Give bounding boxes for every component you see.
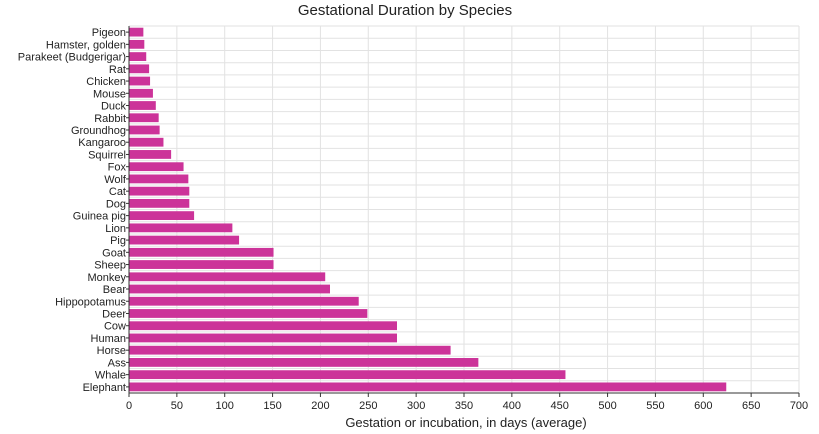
bar xyxy=(129,235,240,245)
x-axis-label: Gestation or incubation, in days (averag… xyxy=(345,415,586,430)
bars xyxy=(129,27,727,392)
x-tick-label: 500 xyxy=(598,400,616,412)
x-tick-label: 700 xyxy=(790,400,808,412)
y-tick-label: Hippopotamus xyxy=(55,296,126,308)
y-tick-label: Kangaroo xyxy=(78,137,126,149)
y-tick-label: Dog xyxy=(106,198,126,210)
y-tick-label: Pigeon xyxy=(92,27,126,39)
bar xyxy=(129,27,144,37)
grid xyxy=(128,25,800,394)
y-tick-label: Fox xyxy=(108,162,127,174)
y-tick-label: Cat xyxy=(109,186,126,198)
x-tick-label: 650 xyxy=(742,400,760,412)
bar xyxy=(129,76,151,86)
y-tick-label: Groundhog xyxy=(71,125,126,137)
bar xyxy=(129,39,145,49)
y-tick-label: Horse xyxy=(97,345,126,357)
bar xyxy=(129,64,150,74)
y-tick-label: Duck xyxy=(101,101,127,113)
bar xyxy=(129,309,368,318)
y-tick-label: Wolf xyxy=(104,174,127,186)
bar xyxy=(129,247,274,257)
bar xyxy=(129,101,156,110)
y-tick-label: Mouse xyxy=(93,88,126,100)
y-tick-label: Parakeet (Budgerigar) xyxy=(18,52,126,64)
bar xyxy=(129,272,326,282)
x-tick-label: 200 xyxy=(311,400,329,412)
y-tick-label: Whale xyxy=(95,370,126,382)
x-tick-label: 550 xyxy=(646,400,664,412)
bar xyxy=(129,382,727,392)
x-tick-label: 400 xyxy=(503,400,521,412)
y-tick-label: Goat xyxy=(102,247,126,259)
x-tick-label: 600 xyxy=(694,400,712,412)
y-tick-label: Bear xyxy=(103,284,127,296)
bar xyxy=(129,358,479,367)
y-tick-label: Lion xyxy=(105,223,126,235)
bar xyxy=(129,186,190,196)
bar xyxy=(129,52,147,61)
x-tick-label: 350 xyxy=(455,400,473,412)
bar xyxy=(129,137,164,147)
bar xyxy=(129,223,233,233)
x-tick-labels: 0 50 100 150 200 250 300 350 400 450 500 550 600 650 7… xyxy=(126,400,808,412)
y-tick-label: Rabbit xyxy=(94,113,126,125)
y-tick-label: Hamster, golden xyxy=(46,39,126,51)
bar xyxy=(129,321,397,331)
y-tick-label: Elephant xyxy=(83,382,126,394)
x-tick-label: 100 xyxy=(216,400,234,412)
y-tick-label: Ass xyxy=(108,357,127,369)
x-tick-label: 450 xyxy=(551,400,569,412)
x-tick-label: 50 xyxy=(171,400,183,412)
bar xyxy=(129,333,397,343)
bar xyxy=(129,88,153,98)
bar xyxy=(129,125,160,135)
bar xyxy=(129,198,190,208)
bar xyxy=(129,284,330,294)
y-tick-label: Deer xyxy=(102,308,126,320)
y-tick-label: Sheep xyxy=(94,260,126,272)
bar xyxy=(129,370,566,380)
x-tick-label: 0 xyxy=(126,400,132,412)
bar xyxy=(129,345,451,355)
y-tick-label: Rat xyxy=(109,64,126,76)
bar xyxy=(129,162,184,172)
bar xyxy=(129,211,195,221)
y-tick-label: Squirrel xyxy=(88,149,126,161)
bar xyxy=(129,260,274,269)
bar xyxy=(129,150,172,159)
x-tick-label: 300 xyxy=(407,400,425,412)
y-tick-label: Guinea pig xyxy=(73,211,126,223)
x-tick-label: 150 xyxy=(263,400,281,412)
x-tick-label: 250 xyxy=(359,400,377,412)
y-tick-label: Monkey xyxy=(87,272,126,284)
bar xyxy=(129,113,159,123)
y-tick-label: Chicken xyxy=(86,76,126,88)
y-tick-label: Cow xyxy=(104,321,126,333)
bar xyxy=(129,296,359,306)
y-tick-label: Human xyxy=(91,333,126,345)
chart-title: Gestational Duration by Species xyxy=(298,2,512,19)
axes xyxy=(126,26,800,397)
y-tick-label: Pig xyxy=(110,235,126,247)
bar xyxy=(129,174,189,184)
